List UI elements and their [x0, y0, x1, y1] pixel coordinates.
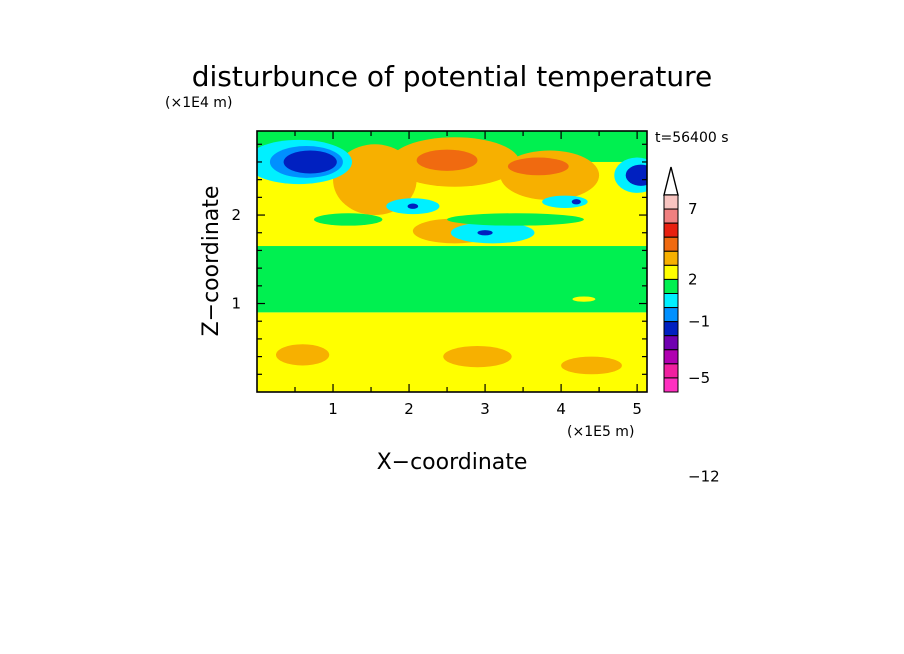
colorbar-cell [663, 349, 679, 365]
colorbar-cell [663, 250, 679, 266]
colorbar-cell [663, 321, 679, 337]
colorbar-cell [663, 264, 679, 280]
x-tick-label: 5 [632, 400, 642, 418]
field-blob [447, 213, 584, 226]
x-tick-label: 3 [480, 400, 490, 418]
chart-title: disturbunce of potential temperature [192, 60, 713, 93]
contour-field [257, 131, 647, 392]
colorbar-cell [663, 194, 679, 210]
colorbar-label: −1 [688, 313, 710, 331]
y-axis-label: Z−coordinate [199, 186, 224, 337]
plot-frame [256, 130, 648, 393]
field-blob [443, 345, 512, 368]
field-blob [507, 157, 569, 176]
x-tick-label: 1 [328, 400, 338, 418]
colorbar-label: −5 [688, 369, 710, 387]
colorbar-cell [663, 363, 679, 379]
field-blob [283, 150, 337, 174]
field-blob [500, 150, 600, 201]
y-tick-label: 1 [231, 295, 241, 313]
x-axis-label: X−coordinate [377, 450, 528, 475]
colorbar-cell [663, 236, 679, 252]
colorbar: 7 2 −1 −5 −12 [663, 166, 720, 485]
field-blob [571, 199, 581, 205]
colorbar-cell [663, 222, 679, 238]
x-tick-label: 4 [556, 400, 566, 418]
y-tick-label: 2 [231, 206, 241, 224]
field-blob [625, 164, 647, 186]
colorbar-cell [663, 208, 679, 224]
colorbar-cell [663, 293, 679, 309]
field-blob [416, 149, 478, 171]
y-unit-label: (×1E4 m) [165, 95, 232, 111]
x-tick-label: 2 [404, 400, 414, 418]
field-band [257, 246, 647, 313]
field-blob [407, 203, 419, 209]
time-label: t=56400 s [655, 130, 729, 146]
field-blob [477, 230, 493, 236]
y-ticks: 12 [231, 143, 647, 375]
field-blob [542, 195, 588, 208]
colorbar-cell [663, 278, 679, 294]
colorbar-cell [663, 335, 679, 351]
x-unit-label: (×1E5 m) [567, 424, 634, 440]
colorbar-label: 7 [688, 200, 698, 218]
field-blob [276, 344, 330, 366]
colorbar-label: 2 [688, 270, 698, 288]
colorbar-label: −12 [688, 467, 720, 485]
x-ticks: 1 2 3 4 5 [294, 131, 642, 418]
colorbar-cell [663, 307, 679, 323]
colorbar-cell [663, 377, 679, 393]
field-blob [572, 296, 596, 302]
field-blob [561, 356, 622, 375]
field-blob [314, 213, 383, 226]
